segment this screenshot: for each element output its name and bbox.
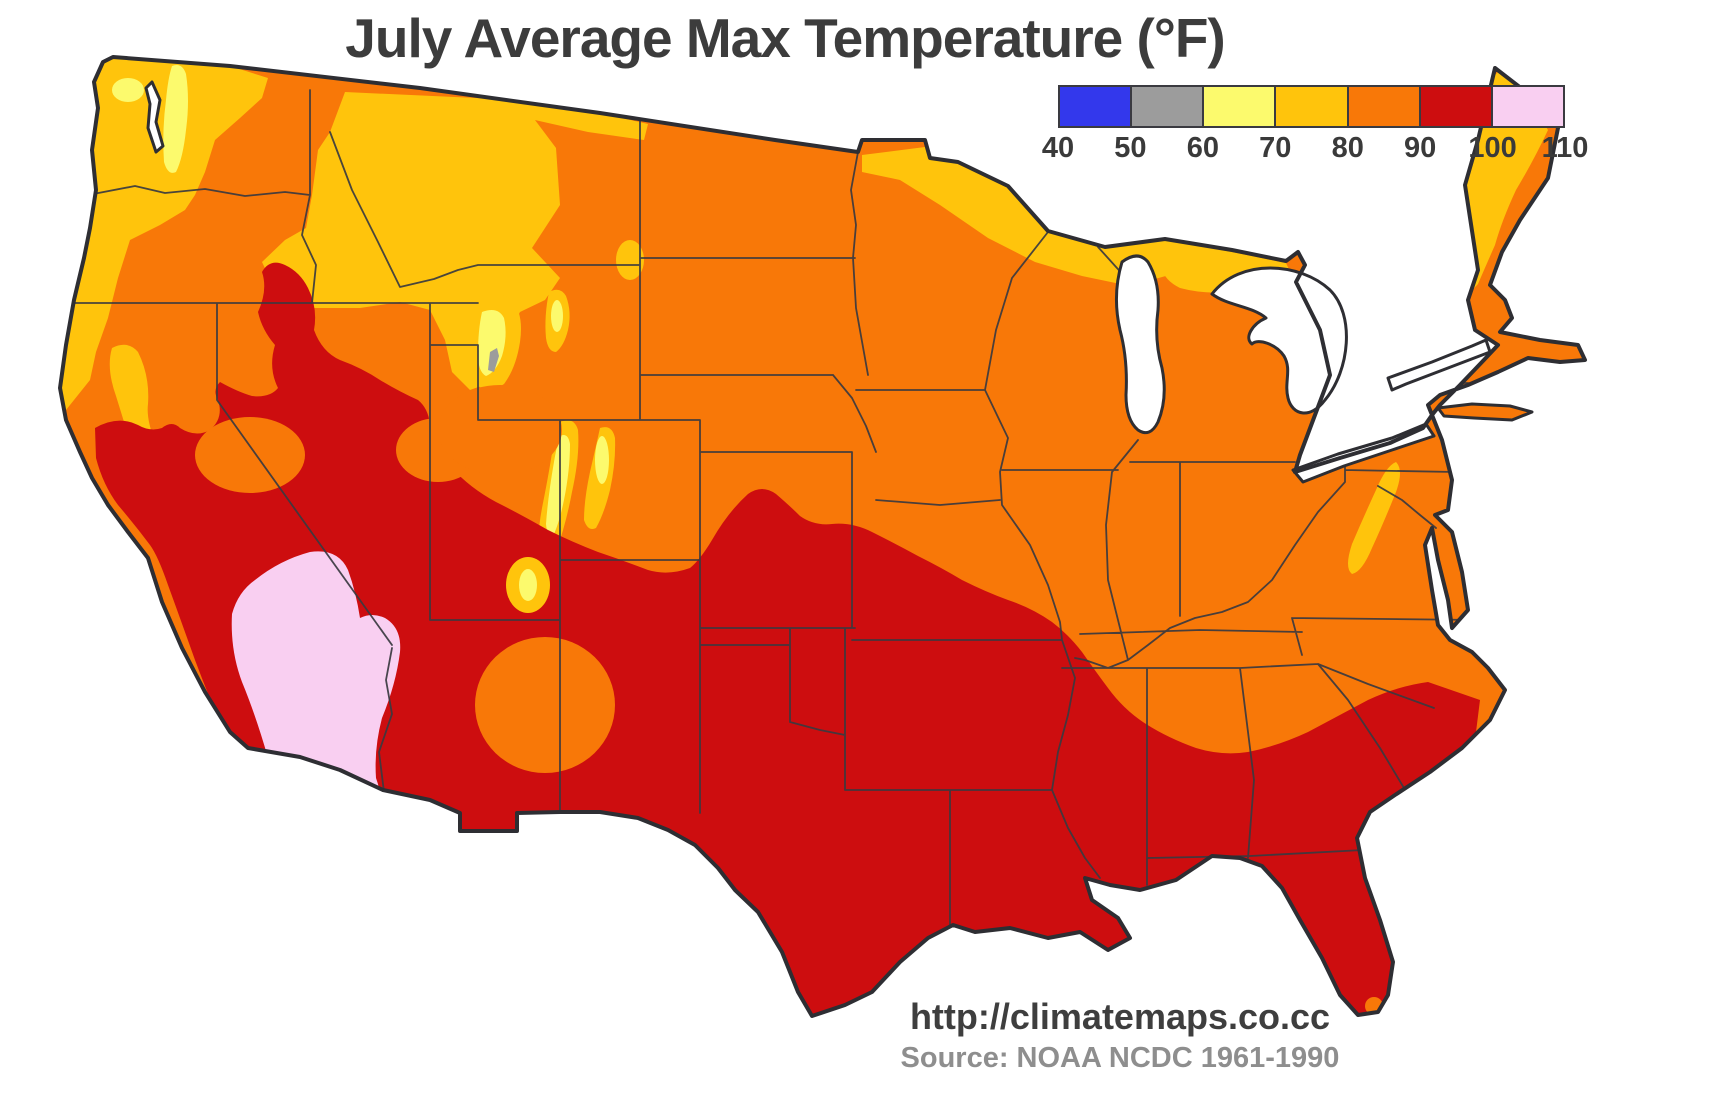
footer-url: http://climatemaps.co.cc [909,996,1331,1037]
temperature-legend: 40 50 60 70 80 90 100 110 [1042,85,1589,166]
legend-tick-90: 90 [1404,132,1437,164]
legend-swatch-80-90 [1348,87,1421,126]
legend-swatches [1058,85,1565,128]
lake-huron [1210,266,1348,415]
lake-michigan [1114,254,1166,435]
legend-tick-110: 110 [1541,132,1589,164]
puget-sound [144,80,165,154]
legend-swatch-100-110 [1492,87,1563,126]
band-80-90-patches [195,385,1383,1015]
us-outline [58,55,1587,1018]
long-island [1436,402,1534,422]
legend-swatch-70-80 [1276,87,1349,126]
map-title: July Average Max Temperature (°F) [345,7,1225,69]
legend-tick-100: 100 [1468,132,1517,164]
legend-tick-50: 50 [1114,132,1147,164]
footer: http://climatemaps.co.cc Source: NOAA NC… [860,996,1380,1075]
legend-ticks: 40 50 60 70 80 90 100 110 [1042,132,1589,166]
legend-swatch-50-60 [1132,87,1205,126]
legend-swatch-40-50 [1060,87,1133,126]
legend-swatch-90-100 [1420,87,1493,126]
footer-source: Source: NOAA NCDC 1961-1990 [900,1042,1340,1074]
band-70-80-south-colorado-patch [506,557,550,613]
legend-tick-60: 60 [1186,132,1219,164]
legend-swatch-60-70 [1204,87,1277,126]
legend-tick-40: 40 [1041,132,1075,164]
band-50-60-gray-region [488,348,499,372]
legend-tick-80: 80 [1331,132,1364,164]
legend-tick-70: 70 [1259,132,1292,164]
